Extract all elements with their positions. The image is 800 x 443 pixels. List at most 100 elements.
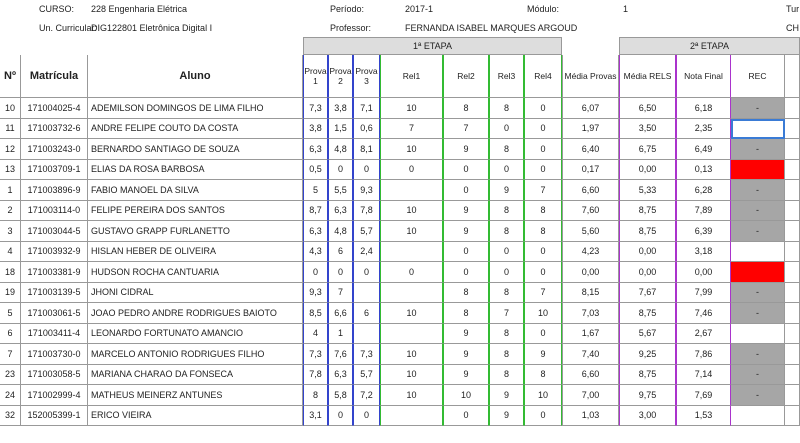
cell: 0 xyxy=(524,159,562,180)
cell xyxy=(380,405,443,426)
cell: 7,8 xyxy=(353,200,380,221)
column-header: Média Provas xyxy=(562,55,619,98)
cell: 0 xyxy=(353,159,380,180)
cell: 4 xyxy=(0,241,21,262)
stage-1: 1ª ETAPA xyxy=(303,37,562,55)
cell: 10 xyxy=(443,385,489,406)
cell xyxy=(380,241,443,262)
cell: 0 xyxy=(443,262,489,283)
cell: 6,60 xyxy=(562,364,619,385)
cell: 2,4 xyxy=(353,241,380,262)
cell: JHONI CIDRAL xyxy=(88,282,303,303)
cell: 5,5 xyxy=(328,180,353,201)
cell: - xyxy=(731,221,785,242)
filler xyxy=(785,180,800,201)
cell xyxy=(731,405,785,426)
cell: 1,67 xyxy=(562,323,619,344)
cell: JOAO PEDRO ANDRE RODRIGUES BAIOTO xyxy=(88,303,303,324)
column-header: Prova 2 xyxy=(328,55,353,98)
cell: 0 xyxy=(524,405,562,426)
cell: 6,3 xyxy=(303,139,328,160)
cell: 6,75 xyxy=(619,139,676,160)
cell: 6,3 xyxy=(328,364,353,385)
cell: 10 xyxy=(380,98,443,119)
cell: 11 xyxy=(0,118,21,139)
cell: 1,03 xyxy=(562,405,619,426)
cell xyxy=(731,323,785,344)
cell: 3,8 xyxy=(328,98,353,119)
cell: 7,3 xyxy=(303,344,328,365)
cell: 8 xyxy=(524,221,562,242)
cell: 8 xyxy=(443,303,489,324)
cell: 171003061-5 xyxy=(21,303,88,324)
cell: 6,07 xyxy=(562,98,619,119)
label: Período: xyxy=(330,4,365,14)
cell: 8,1 xyxy=(353,139,380,160)
cell: 6,3 xyxy=(303,221,328,242)
cell xyxy=(380,282,443,303)
cell: GUSTAVO GRAPP FURLANETTO xyxy=(88,221,303,242)
label: CURSO: xyxy=(39,4,75,14)
cell: 4,23 xyxy=(562,241,619,262)
cell: 8,5 xyxy=(303,303,328,324)
cell: 6,40 xyxy=(562,139,619,160)
cell: 3,18 xyxy=(676,241,731,262)
cell: 18 xyxy=(0,262,21,283)
cell: 7 xyxy=(443,118,489,139)
cell: 171003381-9 xyxy=(21,262,88,283)
cell: 7,00 xyxy=(562,385,619,406)
cell: 5,7 xyxy=(353,221,380,242)
value: 1 xyxy=(623,4,629,14)
cell: - xyxy=(731,200,785,221)
filler xyxy=(785,364,800,385)
cell: 7,86 xyxy=(676,344,731,365)
cell: 10 xyxy=(380,200,443,221)
cell: 2 xyxy=(0,200,21,221)
cell: 0 xyxy=(443,180,489,201)
cell: 23 xyxy=(0,364,21,385)
cell: 24 xyxy=(0,385,21,406)
cell: 0,00 xyxy=(619,262,676,283)
cell: 6,60 xyxy=(562,180,619,201)
cell: 0,00 xyxy=(562,262,619,283)
cell: 171003732-6 xyxy=(21,118,88,139)
column-header: Nota Final xyxy=(676,55,731,98)
column-header: Rel1 xyxy=(380,55,443,98)
cell: 4,3 xyxy=(303,241,328,262)
cell: 4,8 xyxy=(328,221,353,242)
filler xyxy=(785,200,800,221)
cell: 7,46 xyxy=(676,303,731,324)
value: 228 Engenharia Elétrica xyxy=(91,4,188,14)
cell: 0 xyxy=(489,118,524,139)
cell: 0 xyxy=(524,323,562,344)
cell: 171003044-5 xyxy=(21,221,88,242)
cell: 0 xyxy=(328,405,353,426)
cell: 8,75 xyxy=(619,303,676,324)
cell: 9 xyxy=(443,139,489,160)
cell: 10 xyxy=(380,303,443,324)
cell: 6 xyxy=(0,323,21,344)
cell: FELIPE PEREIRA DOS SANTOS xyxy=(88,200,303,221)
cell: 0 xyxy=(443,405,489,426)
filler xyxy=(785,282,800,303)
filler xyxy=(785,323,800,344)
cell xyxy=(731,262,785,283)
cell: 5,33 xyxy=(619,180,676,201)
cell: 3,00 xyxy=(619,405,676,426)
value: FERNANDA ISABEL MARQUES ARGOUD xyxy=(405,23,578,33)
cell: 7,99 xyxy=(676,282,731,303)
cell: - xyxy=(731,364,785,385)
stage-2: 2ª ETAPA xyxy=(619,37,800,55)
label: Professor: xyxy=(330,23,372,33)
cell: 0,00 xyxy=(619,241,676,262)
cell: 10 xyxy=(380,364,443,385)
filler xyxy=(785,303,800,324)
column-header: Rel3 xyxy=(489,55,524,98)
filler xyxy=(785,98,800,119)
cell: 0 xyxy=(524,139,562,160)
cell: 5,60 xyxy=(562,221,619,242)
cell: 8 xyxy=(443,98,489,119)
cell: 7,40 xyxy=(562,344,619,365)
cell: 0 xyxy=(353,405,380,426)
cell: 9,3 xyxy=(353,180,380,201)
